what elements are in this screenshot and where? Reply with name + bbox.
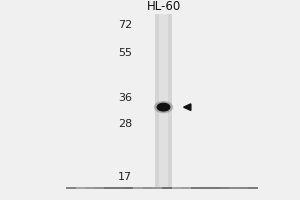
Bar — [143, 187, 152, 189]
Bar — [155, 14, 172, 188]
Polygon shape — [184, 104, 191, 110]
Ellipse shape — [157, 103, 170, 111]
Text: 72: 72 — [118, 20, 132, 30]
Bar — [114, 187, 124, 189]
Ellipse shape — [154, 102, 172, 113]
Text: HL-60: HL-60 — [146, 0, 181, 14]
Bar — [229, 187, 239, 189]
Bar — [95, 187, 104, 189]
Bar — [210, 187, 220, 189]
Text: 36: 36 — [118, 93, 132, 103]
Text: 28: 28 — [118, 119, 132, 129]
Bar — [162, 187, 172, 189]
Text: 17: 17 — [118, 172, 132, 182]
Bar — [76, 187, 85, 189]
Bar — [220, 187, 229, 189]
Bar — [66, 187, 76, 189]
Bar — [172, 187, 181, 189]
Bar — [181, 187, 191, 189]
Bar — [133, 187, 143, 189]
Text: 55: 55 — [118, 48, 132, 58]
Bar — [191, 187, 200, 189]
Bar — [152, 187, 162, 189]
Bar — [239, 187, 248, 189]
Bar — [104, 187, 114, 189]
Bar — [159, 14, 169, 188]
Bar — [248, 187, 258, 189]
Bar — [66, 187, 258, 189]
Bar — [85, 187, 95, 189]
Bar — [200, 187, 210, 189]
Bar — [124, 187, 133, 189]
